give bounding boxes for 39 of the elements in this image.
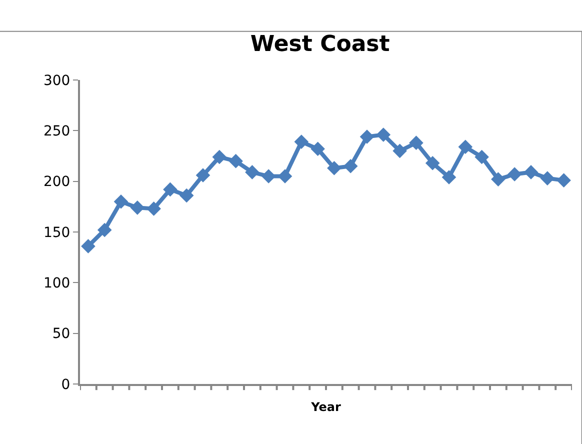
point — [376, 128, 391, 142]
point — [343, 158, 358, 174]
point — [540, 171, 555, 186]
point — [261, 169, 276, 184]
y-tick-label: 300 — [43, 72, 70, 89]
point — [474, 150, 489, 164]
point — [392, 144, 407, 158]
point — [360, 130, 374, 144]
y-tick-label: 250 — [43, 124, 70, 140]
point — [409, 136, 424, 150]
x-axis-title: Year — [310, 400, 341, 414]
point — [163, 182, 178, 197]
point — [507, 167, 522, 182]
point — [425, 156, 440, 170]
point — [310, 142, 325, 156]
y-tick-label: 50 — [52, 326, 70, 342]
point — [245, 165, 260, 180]
point — [114, 194, 128, 209]
point — [491, 172, 506, 186]
point — [97, 222, 112, 238]
point — [179, 188, 194, 203]
point — [81, 239, 96, 254]
y-tick-label: 150 — [43, 224, 70, 241]
point — [130, 200, 145, 215]
point — [196, 168, 210, 182]
point — [228, 154, 243, 168]
y-tick-label: 100 — [43, 276, 70, 292]
y-tick-label: 200 — [43, 174, 70, 190]
point — [458, 140, 473, 154]
chart-title: West Coast — [250, 32, 390, 57]
point — [146, 202, 161, 216]
point — [278, 169, 292, 184]
point — [294, 134, 309, 149]
point — [212, 150, 227, 164]
point — [442, 170, 456, 184]
y-tick-label: 0 — [61, 376, 70, 393]
point — [524, 165, 538, 180]
point — [327, 161, 342, 176]
point — [556, 173, 571, 188]
